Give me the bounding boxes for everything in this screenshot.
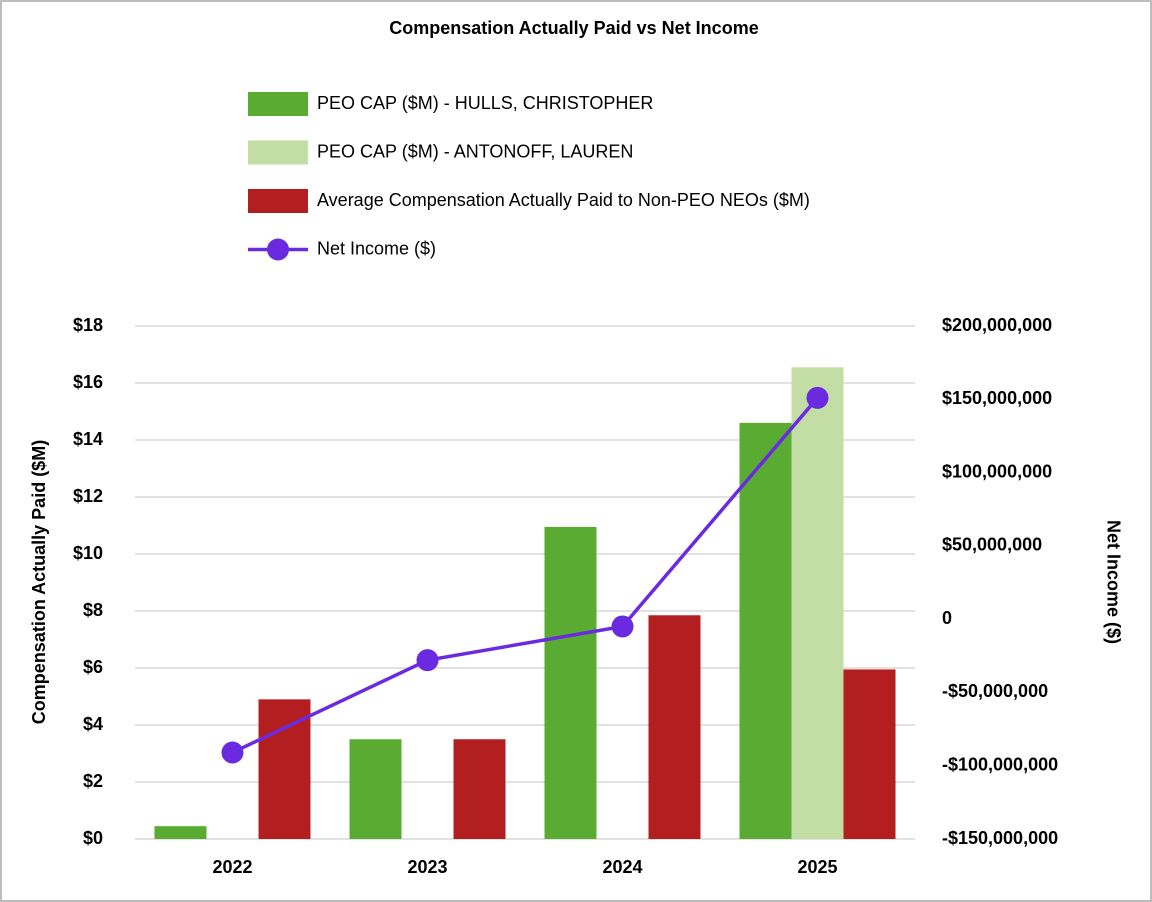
y2-tick-label: $50,000,000 <box>942 535 1042 555</box>
legend-swatch <box>248 140 308 165</box>
x-tick-label: 2022 <box>212 857 252 877</box>
y2-tick-label: -$100,000,000 <box>942 754 1058 774</box>
line <box>231 396 819 755</box>
bar <box>544 526 597 839</box>
y-tick-label: $4 <box>83 714 103 734</box>
x-tick-label: 2023 <box>407 857 447 877</box>
bar <box>258 699 311 839</box>
y2-tick-label: $100,000,000 <box>942 461 1052 481</box>
legend-swatch <box>248 92 308 116</box>
y2-tick-label: -$50,000,000 <box>942 681 1048 701</box>
y-tick-label: $6 <box>83 657 103 677</box>
y-tick-label: $2 <box>83 771 103 791</box>
y2-axis-title: Net Income ($) <box>1103 520 1123 644</box>
bar <box>453 739 506 839</box>
y-tick-label: $0 <box>83 828 103 848</box>
y-axis-title: Compensation Actually Paid ($M) <box>29 440 49 724</box>
line-point <box>611 615 634 638</box>
legend-label: PEO CAP ($M) - ANTONOFF, LAUREN <box>317 141 633 161</box>
line-point <box>221 741 244 764</box>
x-tick-label: 2024 <box>602 857 642 877</box>
y2-tick-label: $150,000,000 <box>942 388 1052 408</box>
legend-marker <box>267 238 289 261</box>
bar <box>349 739 402 839</box>
chart-title: Compensation Actually Paid vs Net Income <box>389 18 758 38</box>
legend-swatch <box>248 189 308 213</box>
y2-tick-label: $200,000,000 <box>942 315 1052 335</box>
bar <box>154 826 207 839</box>
line-point <box>806 386 829 409</box>
y-tick-label: $12 <box>73 486 103 506</box>
y-tick-label: $16 <box>73 372 103 392</box>
legend-label: Net Income ($) <box>317 238 436 258</box>
y2-tick-label: 0 <box>942 608 952 628</box>
line-point <box>416 649 439 672</box>
y-tick-label: $10 <box>73 543 103 563</box>
bar <box>648 615 701 839</box>
y-tick-label: $8 <box>83 600 103 620</box>
y2-tick-label: -$150,000,000 <box>942 828 1058 848</box>
legend-label: PEO CAP ($M) - HULLS, CHRISTOPHER <box>317 93 653 113</box>
y-tick-label: $18 <box>73 315 103 335</box>
bar <box>791 367 844 839</box>
y-tick-label: $14 <box>73 429 103 449</box>
bar <box>843 669 896 839</box>
bar <box>739 422 792 839</box>
legend-label: Average Compensation Actually Paid to No… <box>317 190 810 210</box>
x-tick-label: 2025 <box>797 857 837 877</box>
